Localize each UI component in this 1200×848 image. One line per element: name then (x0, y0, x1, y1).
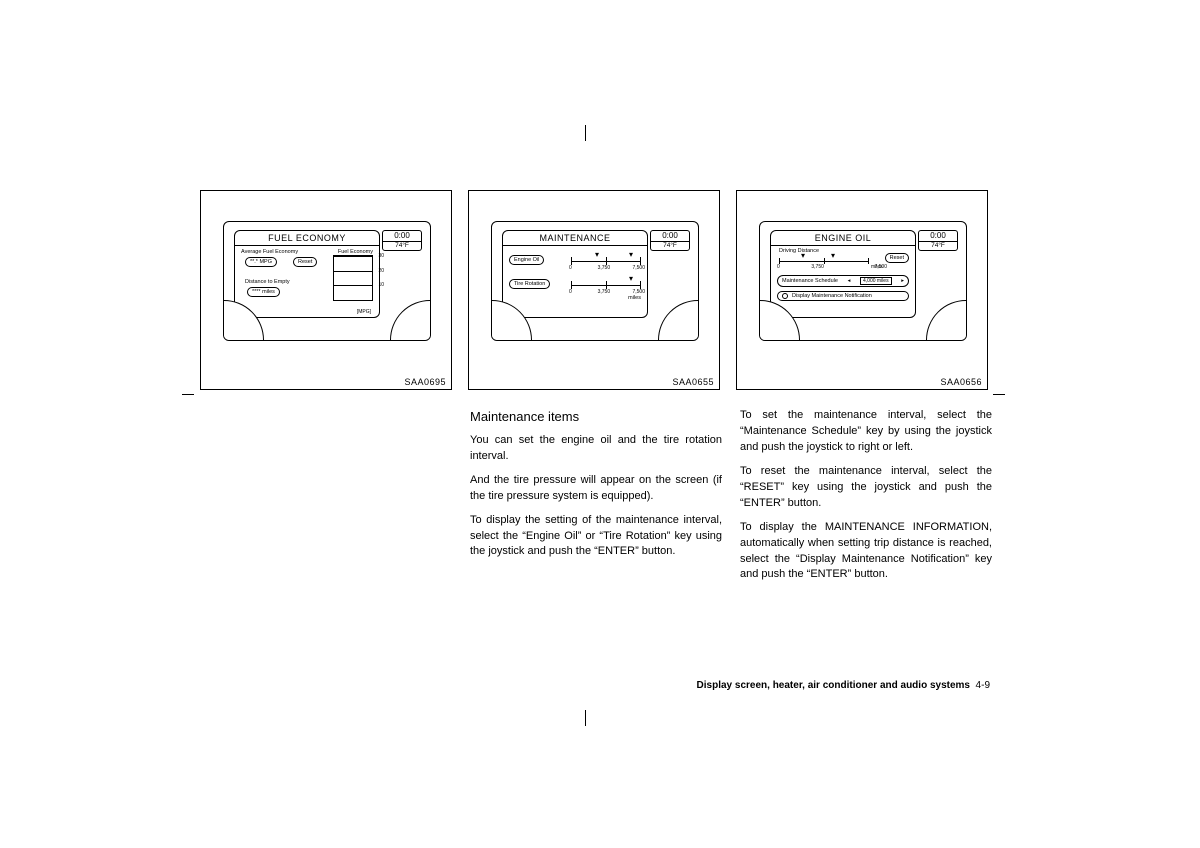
clock-temp: 74°F (919, 241, 957, 249)
registration-mark-top (585, 125, 586, 141)
distance-to-empty-label: Distance to Empty (245, 279, 290, 285)
clock-time: 0:00 (383, 232, 421, 241)
scale-label: 3,750 (811, 264, 824, 270)
clock-time: 0:00 (651, 232, 689, 241)
clock-temp: 74°F (383, 241, 421, 249)
tire-rotation-button[interactable]: Tire Rotation (509, 279, 550, 289)
fuel-economy-graph: 30 20 10 (333, 255, 373, 301)
panel: ENGINE OIL Driving Distance ▾ ▾ 0 3,750 … (770, 230, 916, 318)
footer-page-number: 4-9 (976, 680, 990, 691)
text-columns: Maintenance items You can set the engine… (200, 408, 990, 591)
arrow-down-icon: ▾ (629, 275, 633, 283)
display-screen: 0:00 74°F ENGINE OIL Driving Distance ▾ … (759, 221, 967, 341)
miles-label: miles (628, 295, 641, 301)
maintenance-row-engine-oil: Engine Oil ▾ ▾ 0 3,750 7,500 (509, 253, 641, 273)
scale-label: 3,750 (598, 289, 611, 295)
clock-temp: 74°F (651, 241, 689, 249)
graph-tick: 10 (378, 282, 384, 288)
text-column-right: To set the maintenance interval, select … (740, 408, 992, 591)
figure-id: SAA0695 (404, 377, 446, 387)
radio-icon (782, 293, 788, 299)
mpg-unit-label: [MPG] (357, 309, 371, 315)
engine-oil-button[interactable]: Engine Oil (509, 255, 544, 265)
body-paragraph: And the tire pressure will appear on the… (470, 473, 722, 505)
graph-tick: 30 (378, 253, 384, 259)
clock-box: 0:00 74°F (918, 230, 958, 251)
screen-arc-right (390, 300, 431, 341)
distance-to-empty-value: **** miles (247, 287, 280, 297)
panel-title: MAINTENANCE (503, 233, 647, 246)
figure-fuel-economy: 0:00 74°F FUEL ECONOMY Average Fuel Econ… (200, 190, 452, 390)
graph-tick: 20 (378, 268, 384, 274)
footer-section: Display screen, heater, air conditioner … (697, 680, 970, 691)
text-column-middle: Maintenance items You can set the engine… (470, 408, 722, 591)
display-screen: 0:00 74°F MAINTENANCE Engine Oil ▾ ▾ 0 3 (491, 221, 699, 341)
figure-maintenance: 0:00 74°F MAINTENANCE Engine Oil ▾ ▾ 0 3 (468, 190, 720, 390)
section-heading: Maintenance items (470, 408, 722, 427)
maintenance-schedule-value: 4,000 miles (860, 277, 892, 285)
mpg-value: **.* MPG (245, 257, 277, 267)
body-paragraph: To reset the maintenance interval, selec… (740, 464, 992, 512)
avg-fuel-economy-label: Average Fuel Economy (241, 249, 298, 255)
figure-id: SAA0655 (672, 377, 714, 387)
display-maintenance-notification-row[interactable]: Display Maintenance Notification (777, 291, 909, 301)
figure-id: SAA0656 (940, 377, 982, 387)
page-content: 0:00 74°F FUEL ECONOMY Average Fuel Econ… (200, 190, 990, 591)
scale-label: 0 (777, 264, 780, 270)
screen-arc-right (658, 300, 699, 341)
scale-label: 3,750 (598, 265, 611, 271)
page-footer: Display screen, heater, air conditioner … (697, 680, 990, 691)
scale-label: 7,500 (632, 265, 645, 271)
crop-mark-right (993, 394, 1005, 395)
display-maintenance-notification-label: Display Maintenance Notification (792, 293, 872, 299)
crop-mark-left (182, 394, 194, 395)
arrow-down-icon: ▾ (595, 251, 599, 259)
clock-time: 0:00 (919, 232, 957, 241)
driving-distance-label: Driving Distance (779, 248, 819, 254)
chevron-left-icon: ◂ (848, 278, 851, 284)
arrow-down-icon: ▾ (801, 252, 805, 260)
panel-title: ENGINE OIL (771, 233, 915, 246)
body-paragraph: To display the setting of the maintenanc… (470, 513, 722, 561)
driving-distance-scale: ▾ ▾ 0 3,750 7,500 (779, 255, 869, 269)
miles-unit: miles (871, 264, 883, 270)
arrow-down-icon: ▾ (831, 252, 835, 260)
body-paragraph: You can set the engine oil and the tire … (470, 433, 722, 465)
chevron-right-icon: ▸ (901, 278, 904, 284)
maintenance-row-tire-rotation: Tire Rotation ▾ 0 3,750 7,500 (509, 277, 641, 297)
panel: FUEL ECONOMY Average Fuel Economy **.* M… (234, 230, 380, 318)
reset-button[interactable]: Reset (885, 253, 909, 263)
scale-label: 0 (569, 289, 572, 295)
body-paragraph: To display the MAINTENANCE INFORMATION, … (740, 520, 992, 584)
registration-mark-bottom (585, 710, 586, 726)
maintenance-schedule-label: Maintenance Schedule (782, 278, 838, 284)
clock-box: 0:00 74°F (650, 230, 690, 251)
scale-label: 0 (569, 265, 572, 271)
arrow-down-icon: ▾ (629, 251, 633, 259)
column-spacer (200, 408, 452, 591)
reset-button[interactable]: Reset (293, 257, 317, 267)
display-screen: 0:00 74°F FUEL ECONOMY Average Fuel Econ… (223, 221, 431, 341)
figure-engine-oil: 0:00 74°F ENGINE OIL Driving Distance ▾ … (736, 190, 988, 390)
screen-arc-right (926, 300, 967, 341)
figure-row: 0:00 74°F FUEL ECONOMY Average Fuel Econ… (200, 190, 990, 390)
progress-scale: ▾ ▾ 0 3,750 7,500 (571, 253, 641, 271)
panel-title: FUEL ECONOMY (235, 233, 379, 246)
maintenance-schedule-row[interactable]: Maintenance Schedule ◂ 4,000 miles ▸ (777, 275, 909, 287)
clock-box: 0:00 74°F (382, 230, 422, 251)
panel: MAINTENANCE Engine Oil ▾ ▾ 0 3,750 7,500 (502, 230, 648, 318)
progress-scale: ▾ 0 3,750 7,500 (571, 277, 641, 295)
body-paragraph: To set the maintenance interval, select … (740, 408, 992, 456)
